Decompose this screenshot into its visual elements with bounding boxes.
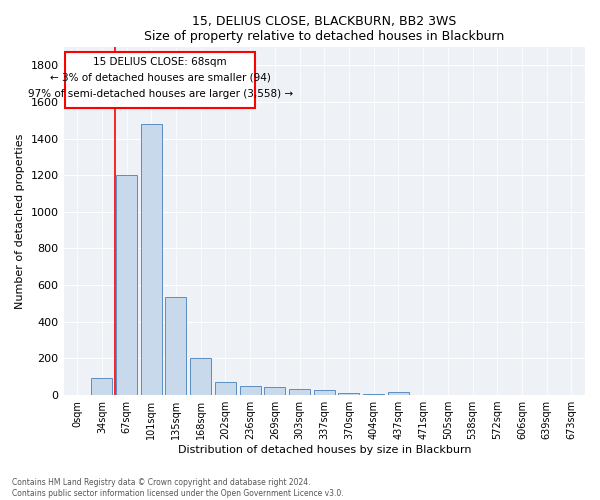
Title: 15, DELIUS CLOSE, BLACKBURN, BB2 3WS
Size of property relative to detached house: 15, DELIUS CLOSE, BLACKBURN, BB2 3WS Siz… [144,15,505,43]
Bar [239,386,260,395]
Bar [363,394,384,395]
Bar [388,392,409,395]
Bar [116,175,137,395]
Y-axis label: Number of detached properties: Number of detached properties [15,134,25,308]
Bar [215,382,236,395]
Text: 15 DELIUS CLOSE: 68sqm: 15 DELIUS CLOSE: 68sqm [94,56,227,66]
Bar [166,297,187,395]
Bar [141,124,162,395]
Bar [91,378,112,395]
Text: 97% of semi-detached houses are larger (3,558) →: 97% of semi-detached houses are larger (… [28,88,293,99]
Bar [190,358,211,395]
Text: ← 3% of detached houses are smaller (94): ← 3% of detached houses are smaller (94) [50,72,271,82]
Bar [265,387,286,395]
Bar [289,388,310,395]
Bar [65,52,255,108]
X-axis label: Distribution of detached houses by size in Blackburn: Distribution of detached houses by size … [178,445,471,455]
Bar [338,392,359,395]
Bar [314,390,335,395]
Text: Contains HM Land Registry data © Crown copyright and database right 2024.
Contai: Contains HM Land Registry data © Crown c… [12,478,344,498]
